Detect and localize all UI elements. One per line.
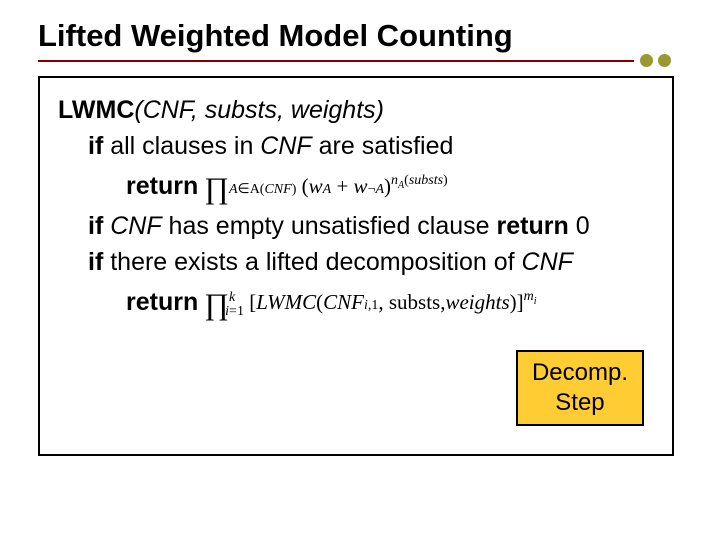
- algorithm-box: LWMC(CNF, substs, weights) if all clause…: [38, 76, 674, 456]
- func-args: (CNF, substs, weights): [134, 96, 384, 124]
- text-3: there exists a lifted decomposition of: [110, 248, 521, 276]
- cnf-1: CNF: [260, 132, 311, 160]
- decomposition-step-box: Decomp. Step: [516, 350, 644, 426]
- if-kw-1: if: [88, 132, 110, 160]
- line-if-decomp: if there exists a lifted decomposition o…: [58, 244, 654, 280]
- return-kw-3: return: [126, 284, 198, 320]
- return-kw-2: return: [497, 212, 576, 240]
- if-kw-3: if: [88, 248, 110, 276]
- title-dot-2: [658, 54, 671, 67]
- formula-1: ∏A∈A(CNF) (wA + w¬A)nA(substs): [204, 165, 447, 209]
- line-if-empty: if CNF has empty unsatisfied clause retu…: [58, 208, 654, 244]
- formula-2: ∏ki=1 [LWMC(CNFi,1, substs, weights)]mi: [204, 281, 536, 325]
- text-1a: all clauses in: [110, 132, 260, 160]
- title-underline: [38, 60, 634, 62]
- title-dot-1: [640, 54, 653, 67]
- zero: 0: [576, 212, 590, 240]
- line-return-1: return ∏A∈A(CNF) (wA + w¬A)nA(substs): [58, 165, 654, 209]
- return-kw-1: return: [126, 168, 198, 204]
- cnf-3: CNF: [522, 248, 573, 276]
- text-1b: are satisfied: [312, 132, 454, 160]
- cnf-2: CNF: [110, 212, 161, 240]
- func-signature: LWMC(CNF, substs, weights): [58, 92, 654, 128]
- if-kw-2: if: [88, 212, 110, 240]
- decomp-line1: Decomp.: [532, 358, 628, 388]
- line-return-2: return ∏ki=1 [LWMC(CNFi,1, substs, weigh…: [58, 281, 654, 325]
- slide-title: Lifted Weighted Model Counting: [38, 18, 513, 54]
- text-2: has empty unsatisfied clause: [162, 212, 497, 240]
- func-name: LWMC: [58, 96, 134, 124]
- decomp-line2: Step: [532, 388, 628, 418]
- line-if-satisfied: if all clauses in CNF are satisfied: [58, 128, 654, 164]
